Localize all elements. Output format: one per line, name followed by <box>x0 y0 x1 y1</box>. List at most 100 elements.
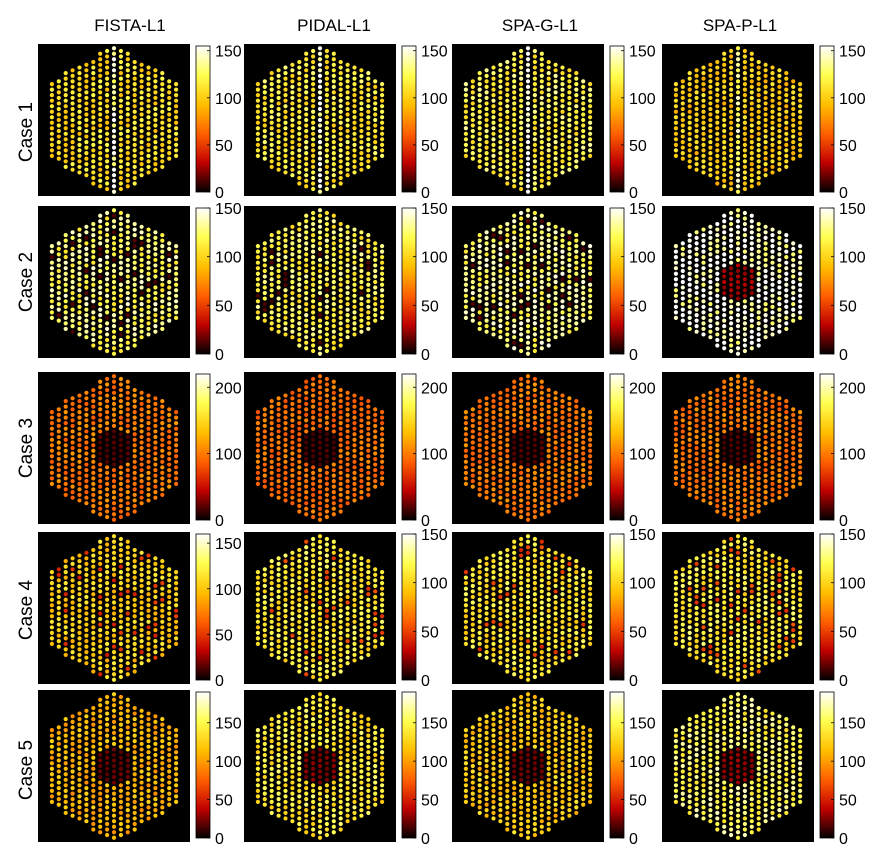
pin-cell <box>160 443 165 448</box>
pin-cell <box>125 307 130 312</box>
pin-cell <box>777 117 782 123</box>
pin-cell <box>160 293 165 298</box>
pin-cell <box>331 268 336 274</box>
pin-cell <box>539 324 544 329</box>
pin-cell <box>317 318 323 323</box>
pin-cell <box>160 271 165 276</box>
pin-cell <box>484 329 489 334</box>
pin-cell <box>167 145 172 150</box>
pin-cell <box>111 506 117 511</box>
pin-cell <box>742 170 747 175</box>
pin-cell <box>49 575 54 580</box>
pin-cell <box>715 148 720 153</box>
pin-cell <box>546 332 551 337</box>
pin-cell <box>359 235 364 240</box>
pin-cell <box>532 181 537 186</box>
pin-cell <box>111 467 117 473</box>
pin-cell <box>63 244 68 249</box>
pin-cell <box>283 255 288 260</box>
pin-cell <box>722 340 727 345</box>
pin-cell <box>560 410 565 415</box>
pin-cell <box>770 393 775 398</box>
pin-cell <box>463 310 468 315</box>
pin-cell <box>174 98 179 103</box>
pin-cell <box>160 315 165 320</box>
pin-cell <box>324 348 329 354</box>
pin-cell <box>146 310 151 315</box>
pin-cell <box>770 249 775 254</box>
pin-cell <box>770 410 775 415</box>
pin-cell <box>380 426 385 431</box>
pin-cell <box>770 432 775 437</box>
pin-cell <box>146 232 151 238</box>
pin-cell <box>262 79 267 84</box>
pin-cell <box>304 506 309 511</box>
pin-cell <box>512 106 517 112</box>
pin-cell <box>701 277 706 282</box>
pin-cell <box>512 385 517 390</box>
pin-cell <box>581 139 586 145</box>
pin-cell <box>680 90 685 95</box>
pin-cell <box>784 293 789 298</box>
pin-cell <box>63 321 68 326</box>
pin-cell <box>352 164 357 170</box>
pin-cell <box>98 600 103 605</box>
pin-cell <box>491 115 496 120</box>
pin-cell <box>105 487 110 492</box>
pin-cell <box>708 252 713 257</box>
pin-cell <box>722 329 727 334</box>
pin-cell <box>276 145 281 150</box>
pin-cell <box>153 112 158 117</box>
pin-cell <box>574 398 579 404</box>
pin-cell <box>132 120 137 125</box>
pin-cell <box>338 255 343 260</box>
pin-cell <box>791 79 796 84</box>
pin-cell <box>763 235 768 240</box>
pin-cell <box>680 423 685 429</box>
pin-cell <box>167 139 172 145</box>
pin-cell <box>331 90 336 95</box>
pin-cell <box>373 257 378 263</box>
pin-cell <box>525 274 531 279</box>
pin-cell <box>470 412 475 417</box>
pin-cell <box>553 301 558 307</box>
pin-cell <box>146 288 151 293</box>
pin-cell <box>56 263 61 268</box>
pin-cell <box>331 401 336 406</box>
pin-cell <box>139 224 144 229</box>
pin-cell <box>304 246 309 251</box>
pin-cell <box>756 509 761 514</box>
pin-cell <box>84 151 89 156</box>
pin-cell <box>255 288 260 293</box>
pin-cell <box>290 106 295 112</box>
pin-cell <box>470 84 475 89</box>
pin-cell <box>539 51 544 56</box>
pin-cell <box>84 68 89 73</box>
pin-cell <box>290 241 295 246</box>
pin-cell <box>687 93 692 98</box>
pin-cell <box>174 421 179 426</box>
pin-cell <box>722 484 727 489</box>
pin-cell <box>673 260 678 265</box>
pin-cell <box>791 106 796 112</box>
pin-cell <box>553 279 558 285</box>
pin-cell <box>791 279 796 285</box>
pin-cell <box>525 379 531 384</box>
pin-cell <box>553 285 558 290</box>
pin-cell <box>673 271 678 276</box>
pin-cell <box>581 445 586 451</box>
pin-cell <box>525 374 531 379</box>
pin-cell <box>722 139 727 145</box>
pin-cell <box>680 128 685 134</box>
pin-cell <box>98 594 103 600</box>
pin-cell <box>525 512 531 517</box>
pin-cell <box>139 252 144 257</box>
pin-cell <box>749 451 754 456</box>
pin-cell <box>98 418 103 423</box>
pin-cell <box>105 164 110 170</box>
pin-cell <box>352 310 357 315</box>
pin-cell <box>174 304 179 309</box>
pin-cell <box>111 208 117 213</box>
pin-cell <box>317 385 323 390</box>
pin-cell <box>715 170 720 175</box>
